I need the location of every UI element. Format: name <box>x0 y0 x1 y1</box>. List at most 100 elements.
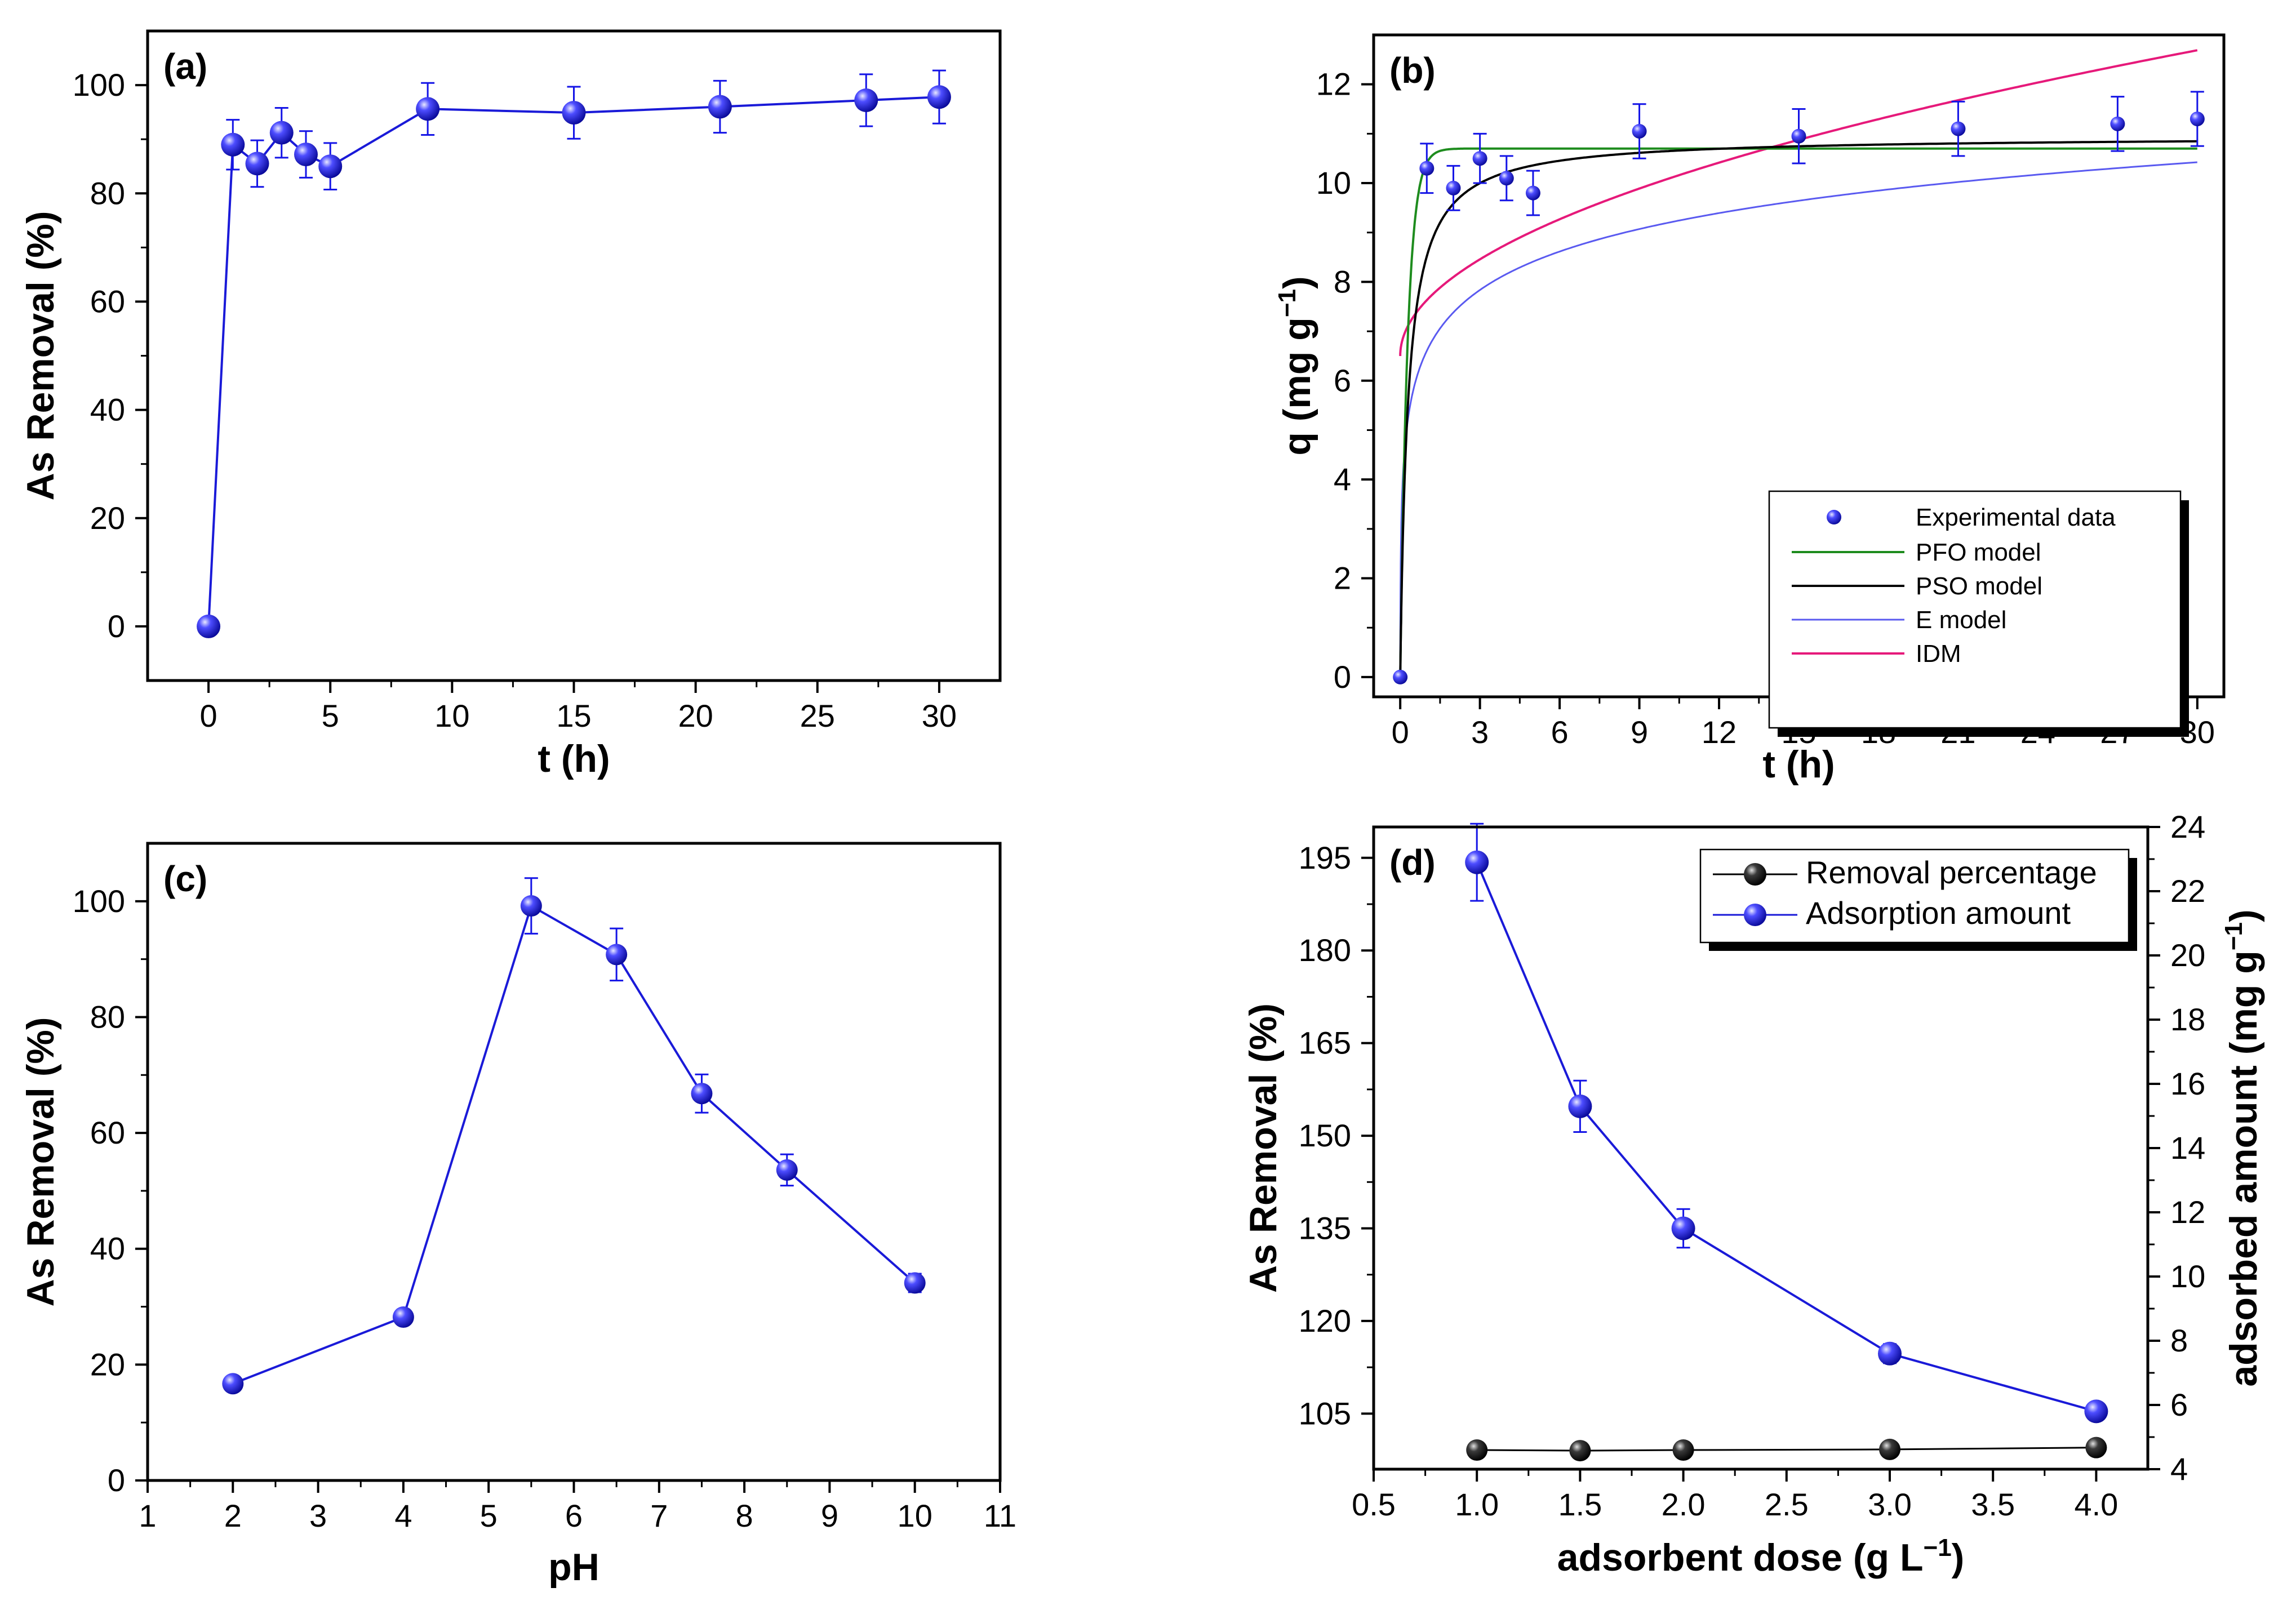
panel-c-y-tick-label: 40 <box>90 1231 125 1266</box>
legend-label-adsorption: Adsorption amount <box>1806 895 2071 931</box>
panel-d-x-tick-label: 2.0 <box>1662 1487 1706 1522</box>
panel-d-right-y-tick-label: 6 <box>2170 1387 2188 1422</box>
panel-b-data-point <box>2110 116 2125 131</box>
panel-b-y-tick-label: 10 <box>1316 165 1351 201</box>
legend-label-e: E model <box>1916 606 2006 634</box>
panel-d-adsorption-point <box>1878 1341 1902 1366</box>
panel-a-data-point <box>269 121 294 145</box>
panel-d-removal-point <box>2085 1437 2107 1458</box>
panel-b-y-axis-label-main: q (mg g <box>1276 317 1318 456</box>
panel-a-y-tick-label: 40 <box>90 392 125 428</box>
panel-d-right-y-tick-label: 8 <box>2170 1323 2188 1358</box>
panel-a-data-point <box>245 152 269 176</box>
panel-c-data-point <box>606 944 628 966</box>
panel-a-x-tick-label: 20 <box>678 698 713 733</box>
panel-c-data-point <box>520 895 542 917</box>
panel-c-data-point <box>222 1373 244 1395</box>
panel-d-legend-box <box>1699 848 2130 944</box>
panel-a-axes: 0 5 10 15 20 25 30 0 20 40 60 80 100 <box>73 67 957 733</box>
panel-c-y-axis-label: As Removal (%) <box>19 1017 62 1307</box>
panel-b-x-tick-label: 6 <box>1551 714 1569 750</box>
panel-d-x-tick-label: 3.5 <box>1971 1487 2015 1522</box>
panel-a-data-point <box>854 88 878 112</box>
panel-c-x-tick-label: 8 <box>736 1498 753 1533</box>
panel-d-adsorption-point <box>1671 1216 1695 1240</box>
panel-d-label: (d) <box>1389 842 1436 883</box>
panel-b-x-tick-label: 3 <box>1471 714 1489 750</box>
panel-b-y-tick-label: 6 <box>1334 363 1351 398</box>
panel-b-pso-curve <box>1399 140 2197 677</box>
panel-d-removal-point <box>1879 1438 1900 1460</box>
panel-d-removal-point <box>1672 1439 1694 1461</box>
panel-d-right-y-axis-label-end: ) <box>2222 909 2265 922</box>
panel-d-x-tick-label: 1.0 <box>1455 1487 1499 1522</box>
panel-d-x-tick-label: 4.0 <box>2074 1487 2118 1522</box>
panel-d-y-tick-label: 105 <box>1299 1395 1351 1431</box>
panel-b-y-axis-label: q (mg g−1) <box>1273 276 1318 455</box>
panel-a-x-axis-label: t (h) <box>538 737 610 780</box>
panel-b-x-axis-label: t (h) <box>1762 743 1835 786</box>
panel-b-data-point <box>1419 161 1435 176</box>
panel-c-label: (c) <box>163 859 207 899</box>
panel-d-y-tick-label: 195 <box>1299 840 1351 875</box>
panel-a-data-point <box>416 97 440 121</box>
panel-d-right-y-tick-label: 24 <box>2170 809 2205 844</box>
legend-marker-experimental <box>1827 510 1841 524</box>
panel-b-x-tick-label: 0 <box>1392 714 1409 750</box>
panel-d-right-y-tick-label: 14 <box>2170 1130 2205 1166</box>
panel-c-x-axis-label: pH <box>548 1546 599 1589</box>
panel-a-plot <box>197 69 951 638</box>
panel-d-right-y-tick-label: 4 <box>2170 1451 2188 1487</box>
panel-c-y-tick-label: 60 <box>90 1115 125 1150</box>
panel-c-series-line <box>232 904 916 1385</box>
panel-c-frame <box>146 842 1002 1482</box>
panel-b-legend-box <box>1768 490 2182 729</box>
panel-d-x-tick-label: 1.5 <box>1558 1487 1602 1522</box>
panel-b-y-tick-label: 4 <box>1334 461 1351 497</box>
panel-b-y-tick-label: 2 <box>1334 561 1351 596</box>
panel-b-data-point <box>1632 123 1647 139</box>
panel-c-y-tick-label: 80 <box>90 999 125 1034</box>
panel-b-y-tick-label: 8 <box>1334 264 1351 299</box>
panel-a-y-tick-label: 20 <box>90 500 125 536</box>
panel-d-right-y-axis-label: adsorbed amount (mg g−1) <box>2220 909 2265 1386</box>
panel-c-data-point <box>691 1083 713 1105</box>
panel-d-right-y-tick-label: 20 <box>2170 937 2205 973</box>
panel-c-y-tick-label: 0 <box>108 1462 125 1498</box>
panel-d-right-y-tick-label: 22 <box>2170 873 2205 909</box>
panel-d-axes: 0.5 1.0 1.5 2.0 2.5 3.0 3.5 4.0 105 120 135 150 165 1… <box>1299 809 2206 1522</box>
panel-d-x-axis-label-main: adsorbent dose (g L <box>1557 1536 1924 1579</box>
panel-c-x-tick-label: 10 <box>898 1498 932 1533</box>
panel-d-right-y-axis-label-main: adsorbed amount (mg g <box>2222 950 2265 1386</box>
panel-c-plot <box>222 877 926 1395</box>
panel-b-data-point <box>1951 121 1966 136</box>
panel-d-adsorption-point <box>2084 1399 2108 1424</box>
panel-a-x-tick-label: 30 <box>922 698 957 733</box>
panel-d-legend: Removal percentage Adsorption amount <box>1699 848 2137 951</box>
panel-a-data-point <box>708 95 732 119</box>
panel-a-y-tick-label: 0 <box>108 608 125 644</box>
panel-d-x-axis-label-sup: −1 <box>1924 1534 1952 1562</box>
legend-marker-adsorption <box>1744 904 1766 926</box>
panel-c: 1 2 3 4 5 6 7 8 9 10 11 0 20 40 60 80 100 (c) pH As Remo… <box>19 842 1016 1589</box>
panel-d-right-y-tick-label: 12 <box>2170 1194 2205 1230</box>
panel-b-data-point <box>1472 151 1487 166</box>
panel-b-x-tick-label: 12 <box>1702 714 1737 750</box>
panel-d-y-tick-label: 165 <box>1299 1025 1351 1061</box>
panel-d-x-tick-label: 0.5 <box>1352 1487 1396 1522</box>
panel-b-x-tick-label: 9 <box>1631 714 1648 750</box>
panel-d-right-y-axis-label-sup: −1 <box>2220 922 2248 950</box>
panel-a-y-tick-label: 60 <box>90 283 125 319</box>
panel-d-plot <box>1465 822 2108 1462</box>
panel-a-data-point <box>197 614 221 638</box>
panel-a-x-tick-label: 15 <box>556 698 591 733</box>
panel-d-x-tick-label: 3.0 <box>1868 1487 1912 1522</box>
panel-c-x-tick-label: 7 <box>650 1498 668 1533</box>
panel-b: 036912151821242730024681012 (b) t (h) q … <box>1273 33 2226 786</box>
panel-b-data-point <box>1446 180 1461 195</box>
panel-b-y-tick-label: 12 <box>1316 66 1351 102</box>
panel-c-y-tick-label: 100 <box>73 883 125 919</box>
panel-c-x-tick-label: 5 <box>480 1498 498 1533</box>
panel-c-x-tick-label: 3 <box>309 1498 327 1533</box>
panel-d: 0.5 1.0 1.5 2.0 2.5 3.0 3.5 4.0 105 120 135 150 165 1… <box>1242 809 2265 1579</box>
